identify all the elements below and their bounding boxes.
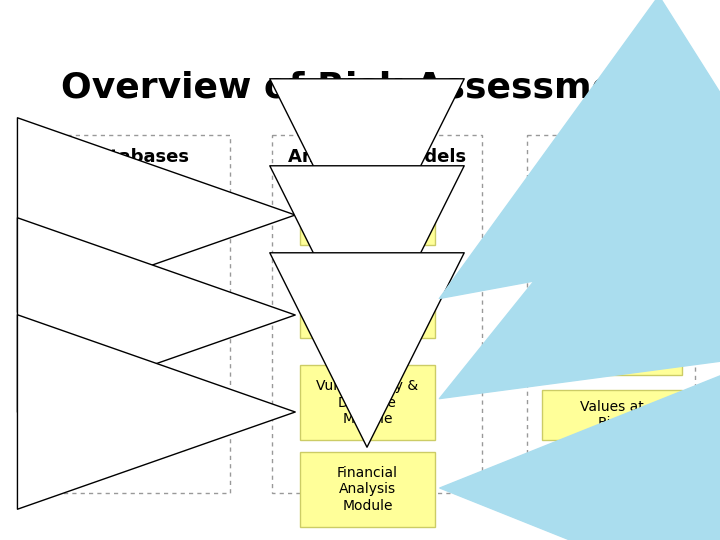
Text: Windstorm
Database: Windstorm Database	[82, 200, 158, 230]
Bar	[542, 450, 682, 500]
Bar	[300, 452, 435, 527]
Text: Vulnerability &
Damage
Module: Vulnerability & Damage Module	[316, 379, 418, 426]
Text: Input Data: Input Data	[557, 148, 665, 166]
Bar	[300, 185, 435, 245]
Text: Building
location
information: Building location information	[572, 319, 652, 366]
Text: Vulnerability &
Actual damage
Databases: Vulnerability & Actual damage Databases	[68, 389, 173, 436]
Text: Values at
Risk: Values at Risk	[580, 400, 644, 430]
Bar	[272, 135, 482, 493]
Text: Earthquake
Database: Earthquake Database	[80, 300, 160, 330]
Bar	[542, 310, 682, 375]
Bar	[300, 365, 435, 440]
Bar	[42, 135, 230, 493]
Bar	[542, 390, 682, 440]
Bar	[300, 278, 435, 338]
Bar	[55, 285, 185, 345]
Bar	[55, 185, 185, 245]
Text: Financial
Analysis
Module: Financial Analysis Module	[337, 467, 398, 512]
Text: Overview of Risk Assessment: Overview of Risk Assessment	[61, 71, 659, 105]
Text: Stochastic
Techniques: Stochastic Techniques	[329, 200, 406, 230]
Text: Type
of
Analysis: Type of Analysis	[583, 199, 641, 246]
Text: Insurance
Structure: Insurance Structure	[578, 460, 646, 490]
Text: Hazard
Module: Hazard Module	[342, 293, 392, 323]
Text: Databases: Databases	[83, 148, 189, 166]
Bar	[542, 185, 682, 260]
Text: Analytical Models: Analytical Models	[288, 148, 466, 166]
Bar	[55, 375, 185, 450]
Bar	[527, 135, 695, 493]
